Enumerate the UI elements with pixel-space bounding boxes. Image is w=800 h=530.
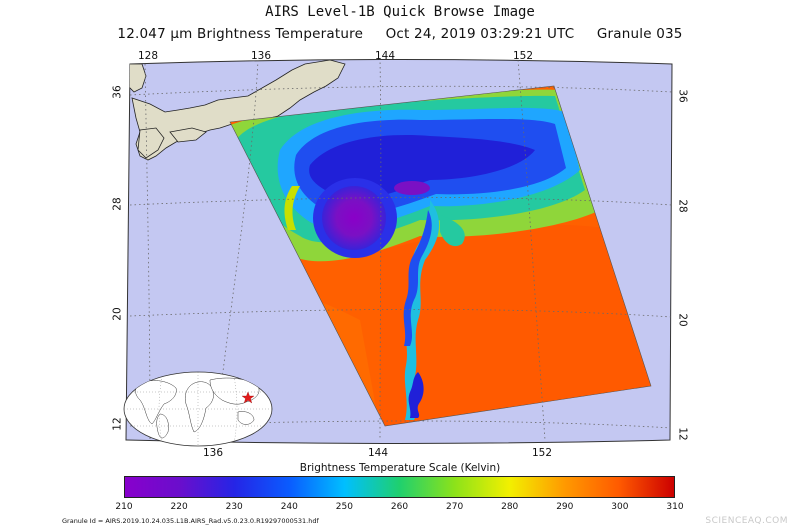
colorbar-tick-270: 270	[446, 502, 463, 512]
colorbar-tick-240: 240	[281, 502, 298, 512]
colorbar	[124, 476, 675, 498]
colorbar-tick-210: 210	[115, 502, 132, 512]
colorbar-tick-250: 250	[336, 502, 353, 512]
colorbar-tick-310: 310	[666, 502, 683, 512]
watermark: SCIENCEAQ.COM	[705, 516, 788, 526]
colorbar-tick-280: 280	[501, 502, 518, 512]
granule-id: Granule Id = AIRS.2019.10.24.035.L1B.AIR…	[62, 517, 319, 525]
world-locator-inset	[124, 372, 272, 446]
colorbar-tick-300: 300	[611, 502, 628, 512]
colorbar-title: Brightness Temperature Scale (Kelvin)	[0, 462, 800, 474]
colorbar-tick-220: 220	[171, 502, 188, 512]
map-panel	[0, 0, 800, 470]
colorbar-tick-260: 260	[391, 502, 408, 512]
colorbar-tick-230: 230	[226, 502, 243, 512]
colorbar-tick-290: 290	[556, 502, 573, 512]
